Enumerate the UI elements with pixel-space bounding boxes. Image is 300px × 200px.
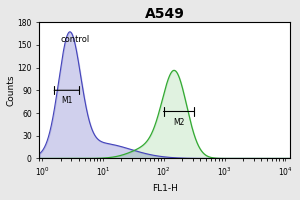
Y-axis label: Counts: Counts xyxy=(7,75,16,106)
Title: A549: A549 xyxy=(145,7,185,21)
X-axis label: FL1-H: FL1-H xyxy=(152,184,178,193)
Text: M2: M2 xyxy=(173,118,184,127)
Text: M1: M1 xyxy=(61,96,72,105)
Text: control: control xyxy=(61,35,90,44)
